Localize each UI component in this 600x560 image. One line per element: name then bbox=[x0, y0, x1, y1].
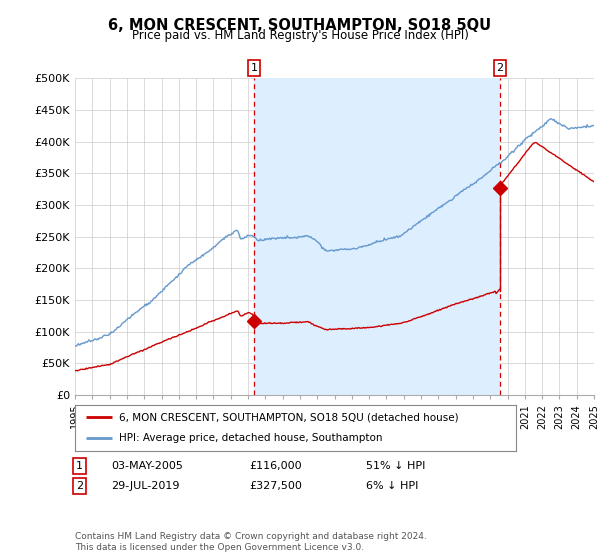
Text: £327,500: £327,500 bbox=[249, 481, 302, 491]
Text: 6% ↓ HPI: 6% ↓ HPI bbox=[366, 481, 418, 491]
Text: 29-JUL-2019: 29-JUL-2019 bbox=[111, 481, 179, 491]
Text: Price paid vs. HM Land Registry's House Price Index (HPI): Price paid vs. HM Land Registry's House … bbox=[131, 29, 469, 42]
Text: 6, MON CRESCENT, SOUTHAMPTON, SO18 5QU: 6, MON CRESCENT, SOUTHAMPTON, SO18 5QU bbox=[109, 18, 491, 33]
Text: Contains HM Land Registry data © Crown copyright and database right 2024.
This d: Contains HM Land Registry data © Crown c… bbox=[75, 532, 427, 552]
Text: 03-MAY-2005: 03-MAY-2005 bbox=[111, 461, 183, 471]
Text: 2: 2 bbox=[496, 63, 503, 73]
Text: 6, MON CRESCENT, SOUTHAMPTON, SO18 5QU (detached house): 6, MON CRESCENT, SOUTHAMPTON, SO18 5QU (… bbox=[119, 412, 459, 422]
Text: 2: 2 bbox=[76, 481, 83, 491]
Text: HPI: Average price, detached house, Southampton: HPI: Average price, detached house, Sout… bbox=[119, 433, 383, 444]
Text: 51% ↓ HPI: 51% ↓ HPI bbox=[366, 461, 425, 471]
Text: £116,000: £116,000 bbox=[249, 461, 302, 471]
Text: 1: 1 bbox=[251, 63, 257, 73]
Text: 1: 1 bbox=[76, 461, 83, 471]
Bar bbox=[254, 78, 500, 395]
